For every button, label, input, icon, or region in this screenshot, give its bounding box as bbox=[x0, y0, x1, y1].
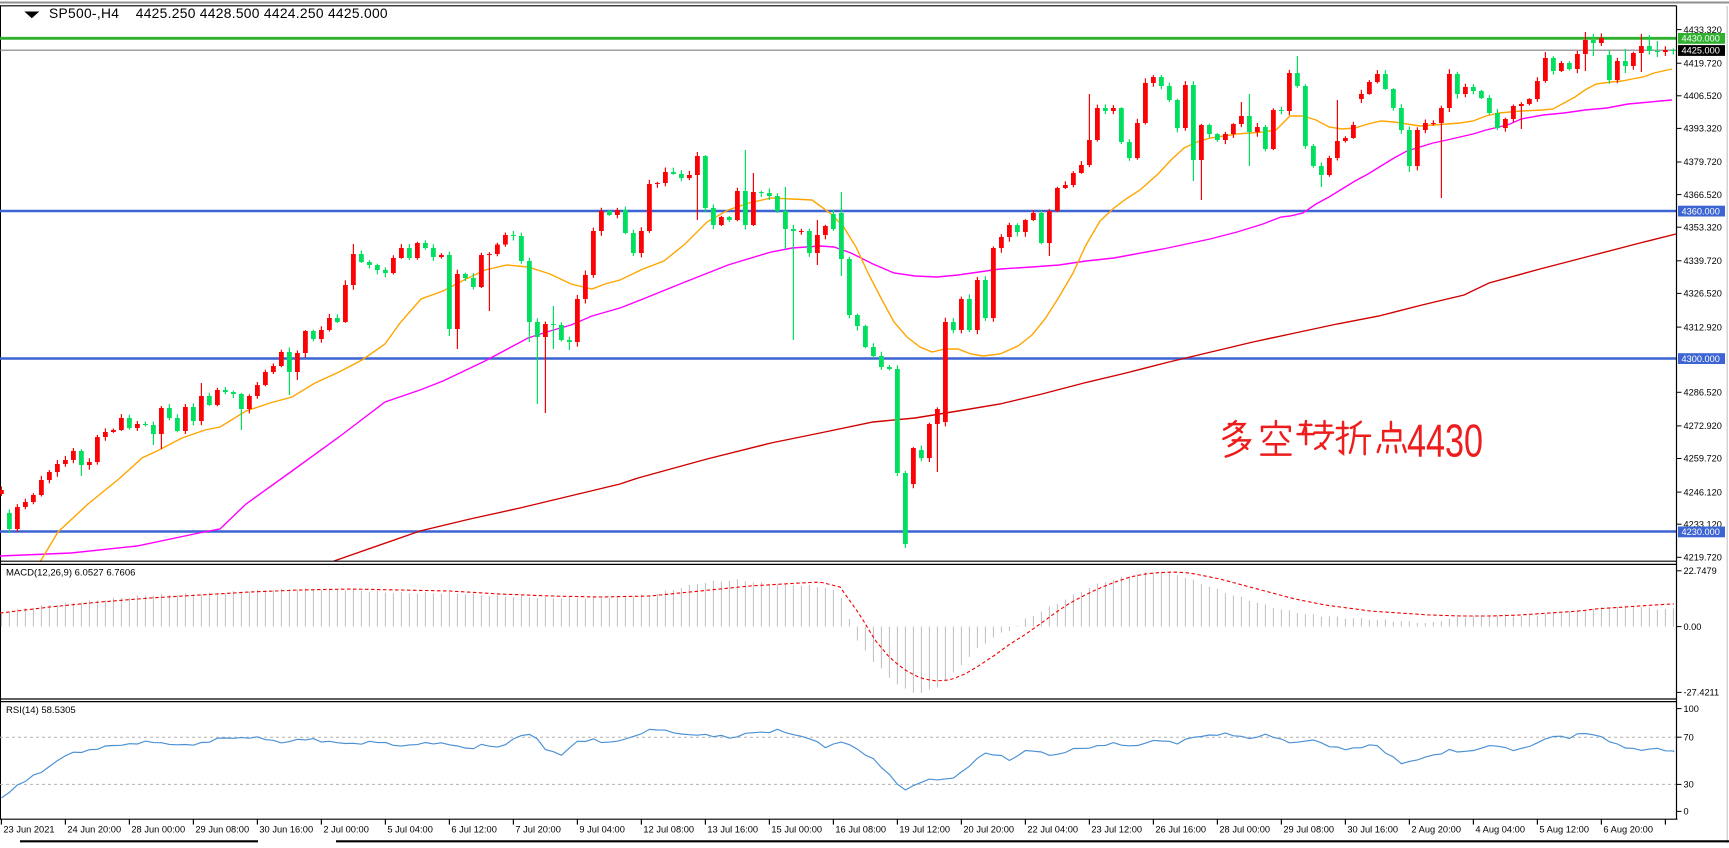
svg-text:5 Aug 12:00: 5 Aug 12:00 bbox=[1539, 825, 1589, 835]
svg-text:4430: 4430 bbox=[1407, 415, 1483, 467]
svg-text:4406.520: 4406.520 bbox=[1684, 91, 1722, 101]
svg-text:RSI(14) 58.5305: RSI(14) 58.5305 bbox=[6, 705, 76, 716]
svg-text:13 Jul 16:00: 13 Jul 16:00 bbox=[707, 825, 758, 835]
svg-text:26 Jul 16:00: 26 Jul 16:00 bbox=[1155, 825, 1206, 835]
svg-text:70: 70 bbox=[1684, 732, 1694, 742]
svg-text:28 Jul 00:00: 28 Jul 00:00 bbox=[1219, 825, 1270, 835]
svg-text:9 Jul 04:00: 9 Jul 04:00 bbox=[579, 825, 625, 835]
svg-text:0: 0 bbox=[1684, 807, 1689, 817]
svg-text:23 Jul 12:00: 23 Jul 12:00 bbox=[1091, 825, 1142, 835]
svg-text:30 Jul 16:00: 30 Jul 16:00 bbox=[1347, 825, 1398, 835]
svg-text:4259.720: 4259.720 bbox=[1684, 454, 1722, 464]
svg-text:5 Jul 04:00: 5 Jul 04:00 bbox=[387, 825, 433, 835]
svg-text:4393.320: 4393.320 bbox=[1684, 124, 1722, 134]
svg-text:28 Jun 00:00: 28 Jun 00:00 bbox=[131, 825, 185, 835]
svg-text:4360.000: 4360.000 bbox=[1682, 206, 1720, 216]
svg-text:24 Jun 20:00: 24 Jun 20:00 bbox=[67, 825, 121, 835]
svg-text:22.7479: 22.7479 bbox=[1684, 566, 1717, 576]
svg-text:23 Jun 2021: 23 Jun 2021 bbox=[3, 825, 54, 835]
svg-text:4233.120: 4233.120 bbox=[1684, 519, 1722, 529]
svg-text:MACD(12,26,9) 6.0527 6.7606: MACD(12,26,9) 6.0527 6.7606 bbox=[6, 567, 135, 578]
svg-text:4379.720: 4379.720 bbox=[1684, 157, 1722, 167]
svg-text:4326.520: 4326.520 bbox=[1684, 289, 1722, 299]
svg-text:4366.520: 4366.520 bbox=[1684, 190, 1722, 200]
svg-text:4312.920: 4312.920 bbox=[1684, 322, 1722, 332]
svg-text:30 Jun 16:00: 30 Jun 16:00 bbox=[259, 825, 313, 835]
svg-text:6 Jul 12:00: 6 Jul 12:00 bbox=[451, 825, 497, 835]
svg-text:4 Aug 04:00: 4 Aug 04:00 bbox=[1475, 825, 1525, 835]
svg-text:4430.000: 4430.000 bbox=[1682, 34, 1720, 44]
svg-text:4339.720: 4339.720 bbox=[1684, 256, 1722, 266]
svg-text:4300.000: 4300.000 bbox=[1682, 354, 1720, 364]
svg-text:29 Jul 08:00: 29 Jul 08:00 bbox=[1283, 825, 1334, 835]
svg-text:16 Jul 08:00: 16 Jul 08:00 bbox=[835, 825, 886, 835]
svg-text:30: 30 bbox=[1684, 780, 1694, 790]
svg-text:15 Jul 00:00: 15 Jul 00:00 bbox=[771, 825, 822, 835]
svg-text:4230.000: 4230.000 bbox=[1682, 527, 1720, 537]
svg-text:100: 100 bbox=[1684, 704, 1699, 714]
svg-text:22 Jul 04:00: 22 Jul 04:00 bbox=[1027, 825, 1078, 835]
svg-text:29 Jun 08:00: 29 Jun 08:00 bbox=[195, 825, 249, 835]
svg-text:19 Jul 12:00: 19 Jul 12:00 bbox=[899, 825, 950, 835]
svg-text:4246.120: 4246.120 bbox=[1684, 487, 1722, 497]
svg-text:-27.4211: -27.4211 bbox=[1684, 688, 1720, 698]
svg-text:4272.920: 4272.920 bbox=[1684, 421, 1722, 431]
svg-text:2 Jul 00:00: 2 Jul 00:00 bbox=[323, 825, 369, 835]
svg-text:4353.320: 4353.320 bbox=[1684, 222, 1722, 232]
svg-text:4425.000: 4425.000 bbox=[1682, 46, 1720, 56]
svg-text:7 Jul 20:00: 7 Jul 20:00 bbox=[515, 825, 561, 835]
svg-text:4286.520: 4286.520 bbox=[1684, 388, 1722, 398]
svg-text:4419.720: 4419.720 bbox=[1684, 58, 1722, 68]
svg-text:2 Aug 20:00: 2 Aug 20:00 bbox=[1411, 825, 1461, 835]
svg-text:20 Jul 20:00: 20 Jul 20:00 bbox=[963, 825, 1014, 835]
svg-text:6 Aug 20:00: 6 Aug 20:00 bbox=[1603, 825, 1653, 835]
svg-text:SP500-,H4 4425.250 4428.500: SP500-,H4 4425.250 4428.500 4424.250 442… bbox=[49, 6, 388, 21]
svg-text:4219.720: 4219.720 bbox=[1684, 553, 1722, 563]
svg-text:4433.320: 4433.320 bbox=[1684, 25, 1722, 35]
svg-text:0.00: 0.00 bbox=[1684, 622, 1702, 632]
svg-text:12 Jul 08:00: 12 Jul 08:00 bbox=[643, 825, 694, 835]
